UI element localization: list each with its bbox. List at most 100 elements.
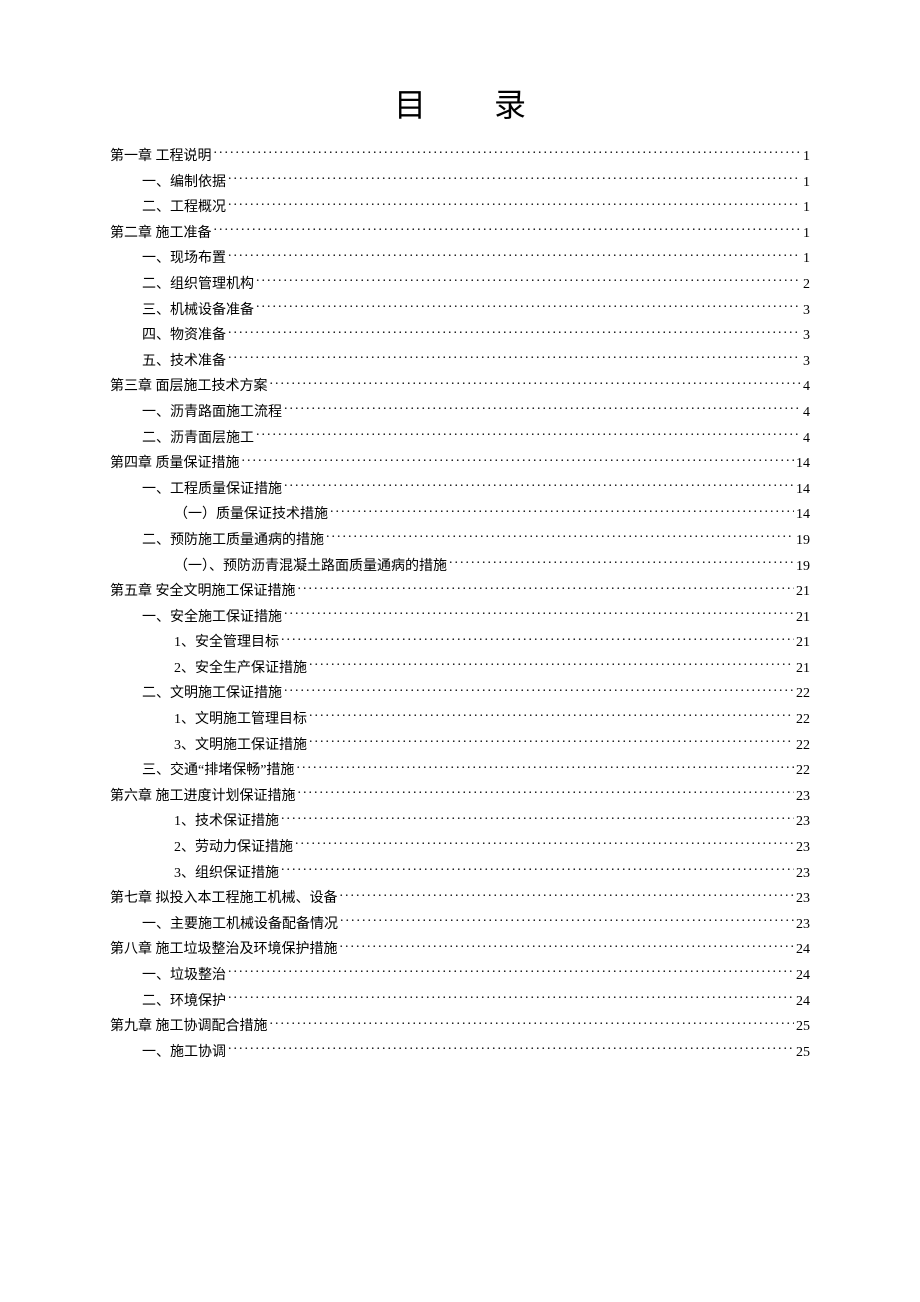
toc-entry-label: 第九章 施工协调配合措施: [110, 1017, 268, 1037]
toc-leader: [228, 325, 801, 339]
toc-entry-page: 23: [796, 812, 810, 832]
toc-leader: [298, 581, 795, 595]
toc-entry-page: 22: [796, 684, 810, 704]
toc-entry-label: 2、劳动力保证措施: [174, 838, 293, 858]
toc-entry-label: 第三章 面层施工技术方案: [110, 377, 268, 397]
toc-leader: [214, 223, 802, 237]
toc-entry-page: 14: [796, 454, 810, 474]
toc-entry: （一）质量保证技术措施 14: [110, 504, 810, 525]
page-title: 目 录: [110, 80, 810, 126]
toc-entry-label: 五、技术准备: [142, 352, 226, 372]
toc-entry: 三、机械设备准备 3: [110, 300, 810, 321]
toc-entry: 三、交通“排堵保畅”措施22: [110, 760, 810, 781]
toc-entry-label: 二、文明施工保证措施: [142, 684, 282, 704]
toc-entry-page: 21: [796, 582, 810, 602]
toc-entry-page: 1: [803, 173, 810, 193]
toc-entry-page: 24: [796, 992, 810, 1012]
toc-list: 第一章 工程说明1一、编制依据1二、工程概况1第二章 施工准备1一、现场布置1二…: [110, 146, 810, 1062]
toc-entry: 一、垃圾整治24: [110, 965, 810, 986]
toc-leader: [256, 428, 801, 442]
toc-leader: [228, 172, 801, 186]
toc-entry-label: 1、技术保证措施: [174, 812, 279, 832]
toc-leader: [270, 376, 802, 390]
toc-entry-label: 第七章 拟投入本工程施工机械、设备: [110, 889, 338, 909]
toc-entry-label: 一、沥青路面施工流程: [142, 403, 282, 423]
toc-entry-label: （一）、预防沥青混凝土路面质量通病的措施: [174, 557, 447, 577]
toc-entry: 第八章 施工垃圾整治及环境保护措施24: [110, 939, 810, 960]
toc-entry: 第七章 拟投入本工程施工机械、设备23: [110, 888, 810, 909]
toc-entry-label: 第二章 施工准备: [110, 224, 212, 244]
toc-entry-label: 2、安全生产保证措施: [174, 659, 307, 679]
toc-entry-label: 三、机械设备准备: [142, 301, 254, 321]
toc-entry-page: 24: [796, 966, 810, 986]
toc-entry-label: 二、工程概况: [142, 198, 226, 218]
toc-leader: [298, 786, 795, 800]
toc-entry: 二、预防施工质量通病的措施19: [110, 530, 810, 551]
toc-entry-label: 3、文明施工保证措施: [174, 736, 307, 756]
toc-leader: [228, 197, 801, 211]
toc-entry-page: 3: [803, 352, 810, 372]
toc-entry-page: 22: [796, 710, 810, 730]
toc-entry: 二、文明施工保证措施 22: [110, 683, 810, 704]
toc-leader: [309, 709, 794, 723]
toc-entry-page: 3: [803, 326, 810, 346]
toc-entry-label: 1、安全管理目标: [174, 633, 279, 653]
toc-entry-label: 一、主要施工机械设备配备情况: [142, 915, 338, 935]
toc-entry-page: 1: [803, 249, 810, 269]
toc-entry: 1、安全管理目标 21: [110, 632, 810, 653]
toc-entry-label: 二、沥青面层施工: [142, 429, 254, 449]
toc-entry: 一、现场布置 1: [110, 248, 810, 269]
toc-leader: [228, 991, 794, 1005]
toc-entry-label: 一、施工协调: [142, 1043, 226, 1063]
toc-leader: [256, 300, 801, 314]
toc-entry: 四、物资准备3: [110, 325, 810, 346]
toc-entry: 第四章 质量保证措施 14: [110, 453, 810, 474]
toc-entry-label: 1、文明施工管理目标: [174, 710, 307, 730]
toc-entry-page: 3: [803, 301, 810, 321]
toc-entry-page: 1: [803, 198, 810, 218]
toc-leader: [296, 760, 794, 774]
toc-entry: 一、主要施工机械设备配备情况23: [110, 914, 810, 935]
toc-leader: [270, 1016, 795, 1030]
toc-entry: 第二章 施工准备1: [110, 223, 810, 244]
toc-leader: [284, 402, 801, 416]
toc-entry: 一、安全施工保证措施21: [110, 607, 810, 628]
toc-entry-page: 21: [796, 659, 810, 679]
toc-entry-label: 一、工程质量保证措施: [142, 480, 282, 500]
toc-entry: 二、沥青面层施工4: [110, 428, 810, 449]
toc-entry-label: 一、现场布置: [142, 249, 226, 269]
toc-leader: [228, 351, 801, 365]
toc-entry: 3、文明施工保证措施22: [110, 735, 810, 756]
toc-entry-label: 二、环境保护: [142, 992, 226, 1012]
toc-entry: 二、工程概况 1: [110, 197, 810, 218]
toc-entry-page: 24: [796, 940, 810, 960]
toc-entry-label: 一、安全施工保证措施: [142, 608, 282, 628]
toc-entry-label: 第六章 施工进度计划保证措施: [110, 787, 296, 807]
toc-entry-page: 14: [796, 480, 810, 500]
toc-leader: [242, 453, 795, 467]
toc-entry: 1、文明施工管理目标 22: [110, 709, 810, 730]
toc-leader: [228, 248, 801, 262]
toc-entry: 第五章 安全文明施工保证措施21: [110, 581, 810, 602]
toc-entry-page: 22: [796, 761, 810, 781]
toc-entry-label: （一）质量保证技术措施: [174, 505, 328, 525]
toc-entry-label: 二、组织管理机构: [142, 275, 254, 295]
toc-entry: 2、安全生产保证措施 21: [110, 658, 810, 679]
toc-entry: 一、沥青路面施工流程 4: [110, 402, 810, 423]
toc-entry: 第三章 面层施工技术方案4: [110, 376, 810, 397]
toc-entry-page: 4: [803, 403, 810, 423]
toc-entry-label: 二、预防施工质量通病的措施: [142, 531, 324, 551]
toc-leader: [284, 607, 794, 621]
toc-entry-page: 14: [796, 505, 810, 525]
toc-entry: 一、编制依据1: [110, 172, 810, 193]
toc-leader: [281, 863, 794, 877]
toc-entry-page: 25: [796, 1043, 810, 1063]
toc-entry: 第九章 施工协调配合措施25: [110, 1016, 810, 1037]
toc-entry-page: 2: [803, 275, 810, 295]
toc-leader: [449, 556, 794, 570]
toc-entry: 五、技术准备 3: [110, 351, 810, 372]
toc-leader: [340, 939, 795, 953]
toc-entry: （一）、预防沥青混凝土路面质量通病的措施19: [110, 556, 810, 577]
toc-entry-page: 21: [796, 633, 810, 653]
toc-entry-label: 第四章 质量保证措施: [110, 454, 240, 474]
